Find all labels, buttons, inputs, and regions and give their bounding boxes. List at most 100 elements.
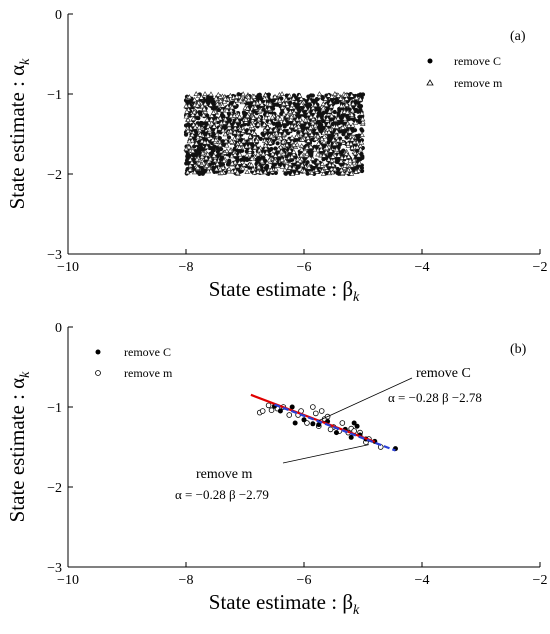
point-remove-m [280, 100, 287, 106]
point-remove-c [292, 420, 298, 426]
point-remove-m [246, 128, 252, 134]
legend-marker-remove-m [426, 79, 434, 86]
point-remove-m [306, 111, 312, 116]
point-remove-m [312, 410, 319, 417]
point-remove-m [277, 135, 284, 141]
point-remove-m [200, 150, 206, 156]
point-remove-m [288, 116, 294, 122]
point-remove-m [195, 164, 201, 170]
point-remove-m [331, 140, 338, 146]
point-remove-m [335, 92, 342, 98]
point-remove-m [298, 95, 304, 101]
point-remove-m [233, 97, 239, 103]
point-remove-c [210, 133, 215, 139]
point-remove-m [264, 149, 270, 155]
point-remove-m [356, 160, 363, 166]
point-remove-c [247, 104, 253, 109]
point-remove-m [349, 92, 355, 98]
x-tick-label: −8 [179, 573, 194, 588]
point-remove-c [256, 155, 261, 160]
point-remove-m [291, 141, 297, 147]
y-tick-label: 0 [55, 321, 62, 336]
point-remove-m [197, 127, 203, 133]
point-remove-m [183, 103, 189, 109]
legend-label-remove-m: remove m [124, 366, 173, 380]
point-remove-m [224, 142, 230, 148]
point-remove-m [326, 129, 332, 135]
point-remove-m [335, 115, 341, 121]
point-remove-m [266, 119, 273, 125]
point-remove-m [219, 169, 225, 175]
point-remove-m [275, 114, 281, 120]
panel-a-y-axis-title: State estimate : αk [5, 58, 33, 210]
point-remove-m [224, 103, 231, 109]
point-remove-m [272, 127, 279, 132]
point-remove-m [352, 150, 358, 156]
point-remove-m [280, 138, 286, 144]
legend-marker-remove-m [95, 370, 101, 376]
point-remove-m [229, 160, 235, 166]
point-remove-m [301, 168, 308, 174]
point-remove-c [336, 157, 341, 162]
point-remove-m [234, 93, 240, 99]
point-remove-m [194, 102, 200, 108]
point-remove-m [355, 167, 362, 173]
point-remove-c [198, 120, 204, 126]
point-remove-m [267, 101, 273, 107]
x-tick-label: −4 [415, 573, 430, 588]
point-remove-m [309, 169, 315, 175]
point-remove-m [342, 92, 349, 98]
point-remove-m [327, 108, 333, 114]
point-remove-m [194, 156, 200, 162]
point-remove-m [359, 132, 365, 137]
point-remove-m [219, 102, 226, 108]
point-remove-m [311, 108, 317, 114]
point-remove-m [249, 155, 255, 161]
point-remove-m [269, 114, 276, 120]
point-remove-c [283, 171, 288, 176]
x-tick-label: −10 [57, 573, 79, 588]
point-remove-m [349, 111, 355, 117]
point-remove-m [207, 156, 213, 162]
point-remove-m [349, 162, 355, 168]
point-remove-m [199, 138, 205, 144]
point-remove-m [191, 109, 197, 115]
point-remove-c [195, 150, 200, 155]
point-remove-m [208, 91, 214, 97]
point-remove-m [251, 100, 257, 106]
point-remove-m [244, 105, 251, 111]
point-remove-m [220, 127, 226, 133]
point-remove-m [222, 131, 229, 137]
point-remove-m [263, 114, 269, 120]
point-remove-m [203, 162, 210, 168]
point-remove-m [310, 404, 316, 410]
point-remove-m [345, 153, 352, 159]
point-remove-m [328, 113, 335, 119]
point-remove-m [285, 103, 291, 108]
point-remove-m [200, 112, 207, 118]
point-remove-m [252, 144, 258, 150]
point-remove-m [289, 102, 295, 108]
point-remove-m [249, 117, 256, 123]
point-remove-m [299, 162, 305, 168]
point-remove-m [256, 116, 262, 122]
point-remove-m [312, 122, 319, 128]
point-remove-m [229, 104, 235, 110]
y-tick-label: −3 [47, 248, 62, 263]
point-remove-m [189, 137, 195, 143]
panel-b-points [256, 402, 398, 452]
point-remove-m [197, 131, 203, 137]
point-remove-m [326, 156, 332, 162]
point-remove-m [263, 133, 270, 138]
point-remove-m [231, 112, 238, 118]
point-remove-m [325, 121, 332, 127]
point-remove-c [359, 127, 364, 132]
point-remove-m [215, 116, 221, 122]
point-remove-m [244, 112, 251, 118]
point-remove-m [309, 131, 315, 137]
point-remove-m [190, 148, 196, 153]
point-remove-m [304, 420, 310, 426]
x-tick-label: −8 [179, 260, 194, 275]
point-remove-m [298, 152, 304, 158]
point-remove-m [304, 122, 310, 128]
